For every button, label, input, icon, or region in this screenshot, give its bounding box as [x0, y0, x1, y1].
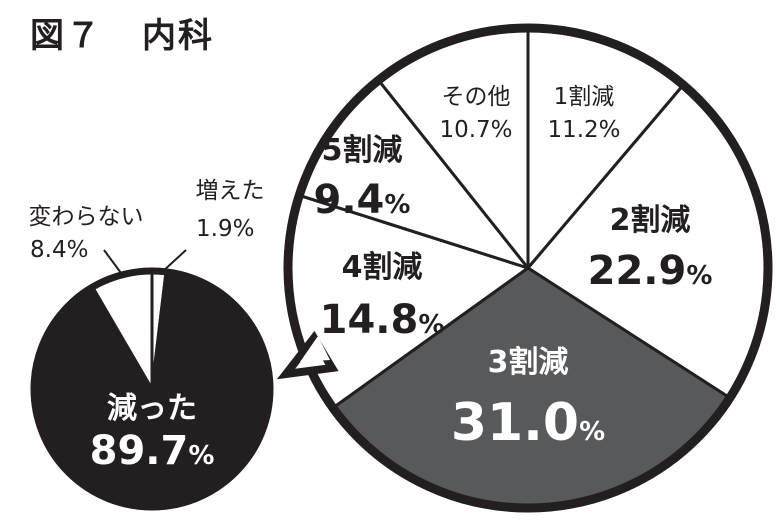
breakdown-label-2: 3割減 [488, 345, 569, 380]
breakdown-value-2: 31.0% [451, 393, 605, 453]
overall-pie [30, 267, 274, 511]
overall-label-2: 増えた [196, 178, 265, 204]
figure-title: 図７ 内科 [30, 8, 214, 57]
leader-line-unchanged [103, 249, 122, 274]
breakdown-value-5: 10.7% [439, 117, 512, 143]
breakdown-pie-outline [283, 23, 773, 513]
leader-line-increased [160, 249, 187, 274]
breakdown-label-3: 4割減 [342, 250, 423, 285]
breakdown-value-0: 11.2% [547, 117, 620, 143]
breakdown-label-4: 5割減 [322, 133, 403, 168]
breakdown-pie [276, 23, 773, 513]
figure-subject: 内科 [142, 16, 214, 56]
overall-label-1: 変わらない [29, 204, 144, 230]
overall-value-2: 1.9% [196, 216, 254, 242]
overall-value-1: 8.4% [30, 237, 88, 263]
breakdown-value-1: 22.9% [588, 248, 713, 294]
breakdown-value-4: 9.4% [314, 177, 411, 223]
breakdown-label-5: その他 [442, 84, 511, 110]
overall-pie-outline [30, 267, 274, 511]
figure-number: 図７ [30, 16, 102, 56]
breakdown-label-0: 1割減 [554, 84, 615, 110]
overall-value-0: 89.7% [90, 428, 215, 474]
callout-pointer-fill [300, 336, 330, 362]
overall-label-0: 減った [107, 391, 197, 426]
breakdown-value-3: 14.8% [320, 297, 445, 343]
chart-labels: 1割減 11.2% 2割減 22.9% 3割減 31.0% 4割減 14.8% 5割減 9.4% そ… [29, 84, 713, 474]
breakdown-label-1: 2割減 [610, 203, 691, 238]
